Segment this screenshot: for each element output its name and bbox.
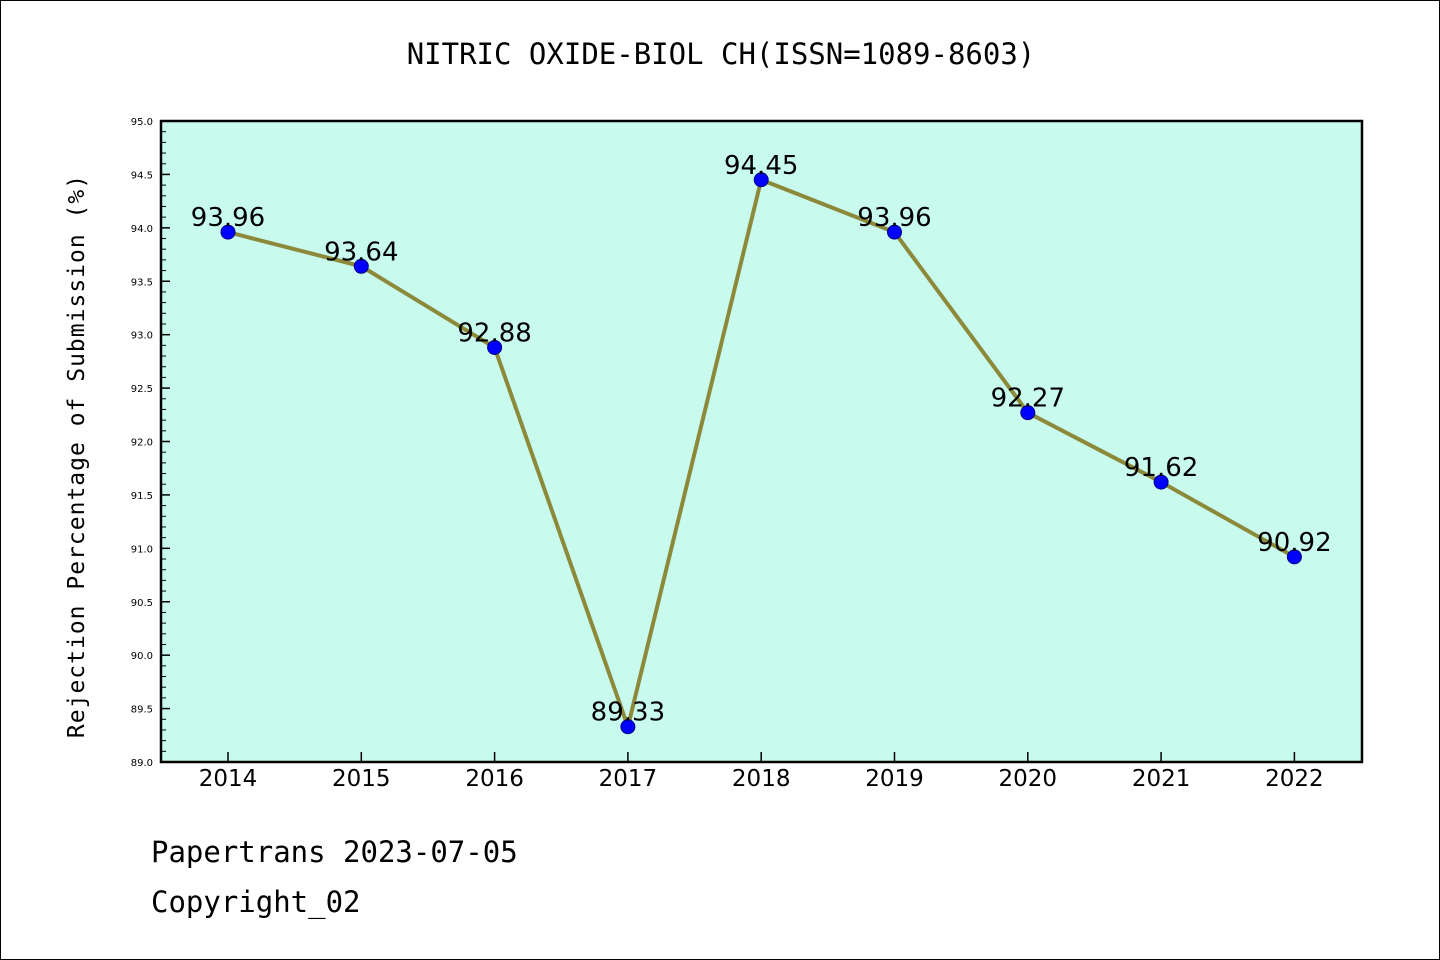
- y-tick-label: 93.0: [131, 331, 153, 342]
- data-markers: [220, 172, 1302, 735]
- y-tick-label: 91.0: [131, 544, 153, 555]
- data-point: [887, 224, 902, 240]
- y-tick-label: 93.5: [131, 277, 153, 288]
- footer-date: Papertrans 2023-07-05: [151, 835, 518, 869]
- footer-copyright: Copyright_02: [151, 885, 361, 919]
- x-tick-label: 2014: [199, 766, 258, 792]
- y-tick-label: 89.5: [131, 705, 153, 716]
- data-label: 93.96: [191, 203, 265, 233]
- data-point: [1153, 474, 1169, 490]
- x-tick-label: 2016: [465, 766, 524, 792]
- y-tick-label: 92.5: [131, 384, 153, 395]
- x-tick-label: 2022: [1265, 766, 1324, 792]
- data-label: 94.45: [724, 151, 798, 181]
- y-tick-label: 90.5: [131, 598, 153, 609]
- data-point: [753, 172, 769, 188]
- y-tick-label: 89.0: [131, 758, 153, 769]
- plot-frame: [159, 119, 1364, 764]
- chart-title: NITRIC OXIDE-BIOL CH(ISSN=1089-8603): [406, 37, 1036, 71]
- data-label: 93.96: [857, 203, 931, 233]
- data-label: 89.33: [591, 698, 665, 728]
- x-tick-label: 2019: [865, 766, 924, 792]
- data-point: [1020, 405, 1036, 421]
- data-labels: 93.96 93.64 92.88 89.33 94.45 93.96 92.27 91.62…: [191, 151, 1332, 728]
- x-tick-label: 2021: [1132, 766, 1191, 792]
- x-tick-label: 2018: [732, 766, 791, 792]
- y-axis-ticks: 89.0 89.5 90.0 90.5 91.0 91.5 92.0 92.5 93.0 93.5…: [131, 117, 170, 769]
- data-point: [620, 719, 636, 735]
- y-tick-label: 90.0: [131, 651, 153, 662]
- data-point: [487, 339, 503, 355]
- data-point: [220, 224, 236, 240]
- data-label: 90.92: [1257, 528, 1331, 558]
- x-tick-label: 2015: [332, 766, 391, 792]
- plot-area: [161, 121, 1362, 762]
- y-tick-label: 94.0: [131, 224, 153, 235]
- y-tick-label: 91.5: [131, 491, 153, 502]
- y-tick-label: 95.0: [131, 117, 153, 128]
- data-point: [353, 258, 369, 274]
- y-tick-label: 94.5: [131, 170, 153, 181]
- data-label: 92.88: [457, 318, 531, 348]
- data-label: 92.27: [991, 384, 1065, 414]
- y-tick-label: 92.0: [131, 438, 153, 449]
- x-tick-label: 2020: [999, 766, 1058, 792]
- x-tick-label: 2017: [599, 766, 658, 792]
- x-axis-ticks: 2014 2015 2016 2017 2018 2019 2020 2021 2022: [199, 752, 1324, 792]
- data-label: 91.62: [1124, 453, 1198, 483]
- data-point: [1286, 549, 1302, 565]
- data-label: 93.64: [324, 237, 398, 267]
